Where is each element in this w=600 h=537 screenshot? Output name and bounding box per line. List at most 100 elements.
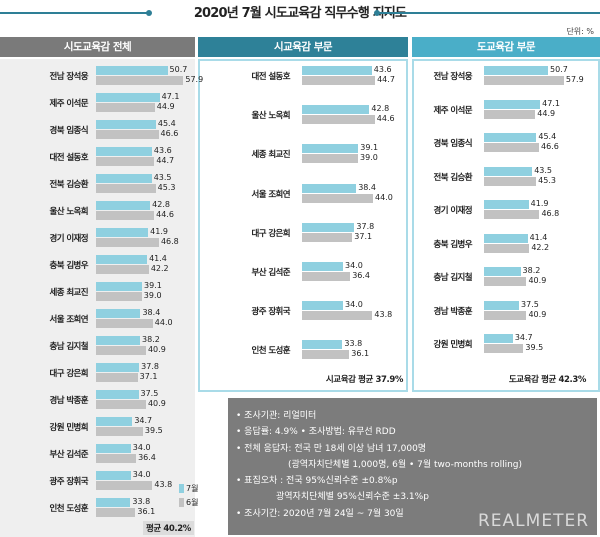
bar-july (96, 498, 131, 507)
bar-july (484, 66, 549, 75)
value-label-july: 34.0 (345, 261, 363, 270)
bar-july (302, 105, 370, 115)
bar-july (484, 200, 529, 209)
value-label-july: 37.8 (356, 221, 375, 231)
value-label-july: 50.7 (550, 65, 568, 74)
bar-june (484, 310, 527, 320)
value-label-june: 37.1 (139, 372, 158, 381)
title-dot-left (146, 10, 152, 16)
category-label: 경남 박종훈 (433, 306, 473, 317)
bar-july (484, 166, 533, 176)
value-label-june: 44.6 (156, 210, 174, 219)
title-line-right (378, 12, 600, 14)
value-label-june: 44.6 (376, 114, 395, 124)
bar-july (96, 201, 151, 210)
value-label-june: 46.8 (160, 237, 179, 246)
value-label-june: 37.1 (354, 231, 373, 241)
value-label-july: 43.5 (153, 173, 172, 182)
legend-june-swatch (179, 498, 184, 507)
unit-label: 단위: % (566, 27, 594, 36)
value-label-june: 39.5 (144, 426, 163, 435)
bar-june (96, 265, 149, 274)
category-label: 서울 조희연 (49, 315, 89, 325)
bar-july (96, 66, 168, 75)
value-label-july: 41.9 (150, 227, 168, 236)
value-label-june: 44.9 (537, 108, 556, 118)
bar-july (302, 222, 355, 232)
category-label: 전남 장석웅 (433, 72, 473, 82)
bar-july (484, 133, 537, 142)
category-label: 세종 최교진 (49, 288, 89, 298)
bar-june (96, 454, 137, 463)
bar-june (96, 319, 153, 328)
info-agency: • 조사기관: 리얼미터 (236, 411, 317, 421)
bar-july (96, 471, 131, 480)
bar-june (96, 508, 136, 517)
bar-june (302, 193, 373, 203)
bar-july (96, 93, 160, 102)
value-label-june: 43.8 (154, 480, 173, 489)
category-label: 충북 김병우 (433, 239, 473, 250)
value-label-june: 40.9 (147, 345, 166, 354)
bar-june (484, 277, 527, 286)
category-label: 경북 임종식 (433, 139, 473, 149)
bar-july (96, 174, 152, 183)
value-label-june: 36.4 (352, 271, 370, 280)
bar-july (484, 334, 513, 343)
category-label: 강원 민병희 (433, 340, 473, 350)
value-label-june: 46.6 (541, 142, 559, 151)
category-label: 전북 김승환 (433, 172, 473, 183)
value-label-june: 40.9 (528, 276, 547, 285)
value-label-july: 43.6 (153, 146, 172, 155)
info-respondents-detail: (광역자치단체별 1,000명, 6월 • 7월 two-months roll… (288, 459, 523, 470)
category-label: 부산 김석준 (49, 450, 89, 460)
value-label-july: 42.8 (152, 200, 170, 209)
realmeter-logo: REALMETER (478, 510, 589, 531)
bar-july (96, 336, 141, 345)
bar-june (96, 184, 156, 193)
average-city: 시교육감 평균 37.9% (325, 375, 404, 385)
value-label-july: 34.0 (345, 300, 363, 310)
value-label-july: 34.0 (132, 443, 151, 452)
bar-june (302, 115, 375, 125)
category-label: 경북 임종식 (49, 126, 89, 136)
survey-info-box: • 조사기관: 리얼미터 • 응답률: 4.9% • 조사방법: 유무선 RDD… (228, 398, 597, 535)
bar-june (96, 400, 146, 409)
category-label: 인천 도성훈 (49, 504, 89, 514)
category-label: 부산 김석준 (251, 268, 291, 278)
category-label: 대전 설동호 (49, 153, 89, 163)
legend-july-swatch (179, 484, 184, 493)
category-label: 울산 노옥희 (49, 207, 89, 217)
bar-june (484, 243, 530, 253)
info-sampling-error: • 표집오차 : 전국 95%신뢰수준 ±0.8%p (236, 476, 398, 487)
bar-june (96, 427, 143, 436)
bar-july (96, 228, 149, 237)
bar-june (96, 481, 153, 490)
category-label: 대구 강은희 (251, 228, 291, 239)
value-label-june: 57.9 (185, 75, 204, 84)
bar-june (96, 238, 159, 247)
value-label-july: 37.5 (140, 389, 159, 398)
header-all: 시도교육감 전체 (0, 37, 195, 57)
value-label-july: 39.1 (144, 281, 162, 290)
bar-july (96, 390, 139, 399)
value-label-july: 45.4 (538, 132, 557, 141)
category-label: 충남 김지철 (49, 342, 89, 352)
bar-july (302, 301, 343, 311)
value-label-july: 37.8 (141, 362, 159, 371)
category-label: 강원 민병희 (49, 423, 89, 433)
bar-july (96, 363, 140, 372)
bar-july (96, 417, 133, 426)
page-title: 2020년 7월 시도교육감 직무수행 지지도 (193, 6, 407, 21)
value-label-july: 45.4 (157, 119, 176, 128)
info-respondents: • 전체 응답자: 전국 만 18세 이상 남녀 17,000명 (236, 443, 427, 454)
category-label: 서울 조희연 (251, 189, 291, 200)
bar-june (302, 272, 351, 281)
value-label-june: 45.3 (157, 183, 176, 192)
category-label: 세종 최교진 (251, 150, 291, 161)
bar-june (484, 176, 537, 186)
legend-july-label: 7월 (186, 484, 199, 493)
category-label: 전남 장석웅 (49, 72, 89, 82)
value-label-june: 43.8 (374, 310, 393, 320)
bar-june (484, 344, 524, 353)
